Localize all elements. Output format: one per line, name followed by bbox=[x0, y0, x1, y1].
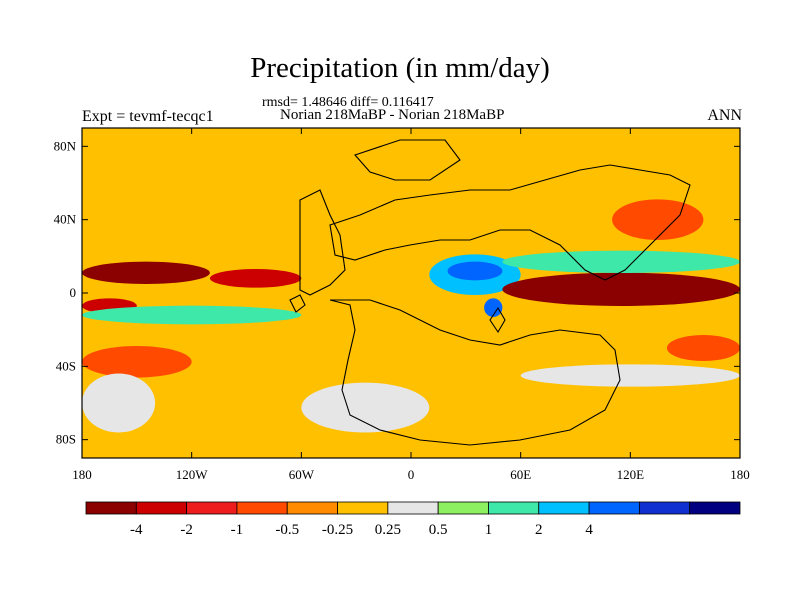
lat-tick-label: 80N bbox=[54, 138, 77, 153]
coastline-segment-3 bbox=[489, 306, 506, 334]
colorbar: -4 -2 -1 -0.5 -0.25 0.25 0.5 1 2 4 bbox=[85, 501, 741, 538]
precip-region-3 bbox=[82, 305, 302, 325]
coastline-segment-2 bbox=[329, 164, 691, 281]
colorbar-swatch bbox=[337, 501, 389, 515]
colorbar-swatch bbox=[186, 501, 238, 515]
colorbar-swatch bbox=[387, 501, 439, 515]
coastline bbox=[289, 139, 691, 446]
lon-tick-label: 60E bbox=[510, 467, 531, 482]
season-label: ANN bbox=[707, 107, 742, 124]
colorbar-swatch bbox=[135, 501, 188, 515]
precip-region-1 bbox=[209, 269, 302, 288]
precip-region-11 bbox=[502, 250, 740, 273]
precip-region-13 bbox=[666, 335, 740, 361]
colorbar-label: 0.5 bbox=[429, 522, 448, 538]
colorbar-label: -0.5 bbox=[275, 522, 299, 538]
colorbar-swatch bbox=[286, 501, 338, 515]
plot-title: Precipitation (in mm/day) bbox=[250, 52, 550, 84]
colorbar-swatch bbox=[437, 501, 489, 515]
colorbar-label: 1 bbox=[485, 522, 493, 538]
colorbar-label: -1 bbox=[231, 522, 244, 538]
colorbar-label: -2 bbox=[180, 522, 193, 538]
precip-region-10 bbox=[502, 272, 740, 307]
colorbar-swatch bbox=[85, 501, 137, 515]
lat-tick-label: 40N bbox=[54, 212, 77, 227]
colorbar-label: -0.25 bbox=[322, 522, 353, 538]
colorbar-label: 2 bbox=[535, 522, 543, 538]
lat-tick-label: 0 bbox=[70, 285, 77, 300]
precip-region-9 bbox=[484, 298, 503, 317]
colorbar-swatch bbox=[638, 501, 691, 515]
precip-field bbox=[82, 128, 740, 458]
coastline-segment-5 bbox=[289, 294, 306, 313]
coastline-segment-0 bbox=[299, 189, 346, 296]
colorbar-swatch bbox=[488, 501, 540, 515]
lon-tick-label: 180 bbox=[730, 467, 750, 482]
coastline-segment-4 bbox=[354, 139, 461, 181]
precip-region-5 bbox=[82, 373, 156, 433]
latitude-axis: 80N 40N 0 40S 80S bbox=[54, 138, 740, 447]
precip-region-6 bbox=[301, 382, 430, 433]
lon-tick-label: 60W bbox=[289, 467, 315, 482]
precip-region-14 bbox=[520, 364, 740, 387]
rmsd-stats: rmsd= 1.48646 diff= 0.116417 bbox=[262, 95, 434, 110]
lon-tick-label: 0 bbox=[408, 467, 415, 482]
colorbar-label: 4 bbox=[585, 522, 593, 538]
experiment-label: Expt = tevmf-tecqc1 bbox=[82, 108, 214, 125]
lon-tick-label: 120E bbox=[617, 467, 645, 482]
plot-subtitle: Norian 218MaBP - Norian 218MaBP bbox=[280, 107, 505, 123]
lat-tick-label: 40S bbox=[56, 358, 76, 373]
precip-region-0 bbox=[82, 261, 210, 285]
lat-tick-label: 80S bbox=[56, 432, 76, 447]
colorbar-swatch bbox=[538, 501, 590, 515]
colorbar-swatch bbox=[236, 501, 288, 515]
colorbar-label: 0.25 bbox=[375, 522, 401, 538]
colorbar-label: -4 bbox=[130, 522, 143, 538]
lon-tick-label: 180 bbox=[72, 467, 92, 482]
precip-region-4 bbox=[82, 346, 192, 378]
longitude-axis: 180 120W 60W 0 60E 120E 180 bbox=[72, 128, 750, 482]
lon-tick-label: 120W bbox=[176, 467, 209, 482]
precip-region-8 bbox=[447, 261, 503, 281]
colorbar-swatch bbox=[588, 501, 640, 515]
colorbar-swatch bbox=[689, 501, 741, 515]
precip-region-12 bbox=[612, 199, 704, 241]
coastline-segment-1 bbox=[329, 299, 621, 446]
